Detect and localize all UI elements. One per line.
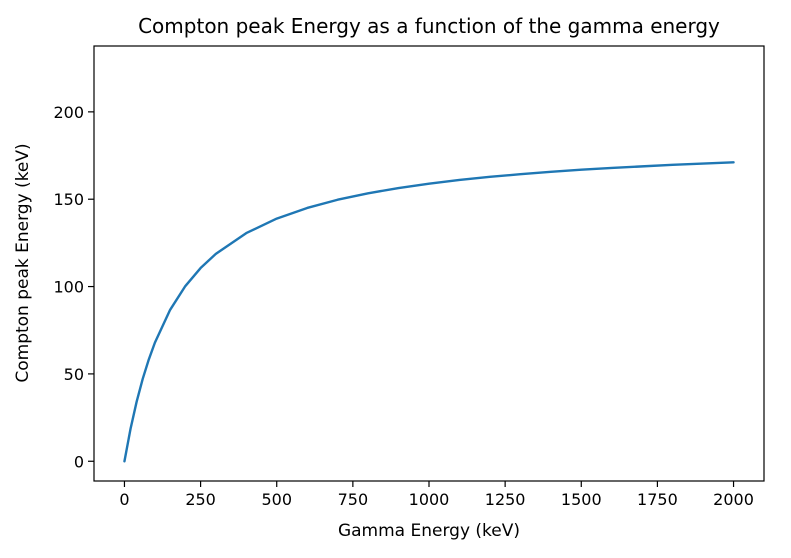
x-tick-label: 1250 bbox=[485, 490, 526, 509]
y-tick-label: 50 bbox=[64, 365, 84, 384]
y-tick-label: 100 bbox=[53, 278, 84, 297]
chart-title: Compton peak Energy as a function of the… bbox=[138, 14, 720, 38]
x-tick-label: 1500 bbox=[561, 490, 602, 509]
y-tick-label: 200 bbox=[53, 103, 84, 122]
y-tick-label: 150 bbox=[53, 190, 84, 209]
x-tick-label: 1000 bbox=[409, 490, 450, 509]
x-tick-label: 0 bbox=[119, 490, 129, 509]
x-tick-label: 500 bbox=[261, 490, 292, 509]
plot-area bbox=[123, 161, 735, 463]
x-tick-label: 2000 bbox=[713, 490, 754, 509]
x-axis-label: Gamma Energy (keV) bbox=[338, 521, 520, 541]
x-tick-label: 1750 bbox=[637, 490, 678, 509]
x-tick-label: 250 bbox=[185, 490, 216, 509]
plot-frame bbox=[93, 45, 765, 482]
y-axis-ticks: 0 50 100 150 200 bbox=[53, 103, 94, 471]
x-axis-ticks: 0 250 500 750 1000 1250 1500 1750 2000 bbox=[119, 481, 754, 509]
x-tick-label: 750 bbox=[338, 490, 369, 509]
y-axis-label: Compton peak Energy (keV) bbox=[13, 143, 33, 382]
series-line-0 bbox=[123, 161, 735, 463]
y-tick-label: 0 bbox=[74, 452, 84, 471]
